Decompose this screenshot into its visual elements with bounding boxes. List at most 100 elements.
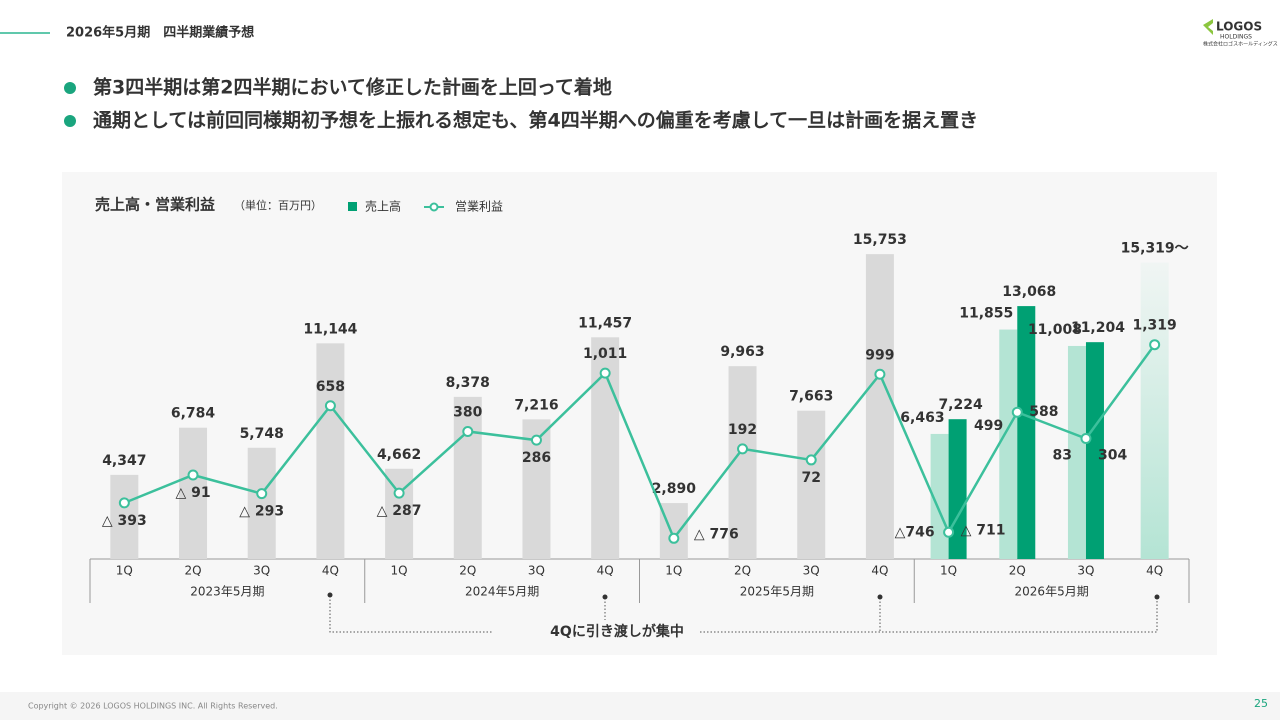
- bar: [1140, 262, 1169, 559]
- bullet-dot: [64, 115, 76, 127]
- dot: [877, 594, 883, 600]
- value-label: 4,347: [102, 453, 146, 469]
- value-label: 658: [316, 379, 345, 395]
- line-marker: [737, 443, 749, 455]
- x-tick-label: 1Q: [940, 564, 957, 578]
- bar: [1017, 306, 1036, 559]
- line-marker: [668, 532, 680, 544]
- bar: [179, 427, 208, 559]
- footer-band: [0, 692, 1280, 720]
- value-label: 83: [1052, 447, 1071, 463]
- bullet-dot: [64, 82, 76, 94]
- copyright: Copyright © 2026 LOGOS HOLDINGS INC. All…: [28, 702, 278, 711]
- group-label: 2026年5月期: [1015, 585, 1089, 599]
- value-label: 588: [1029, 404, 1058, 420]
- annotation-bracket: [329, 596, 1158, 633]
- value-label: △ 711: [961, 522, 1006, 538]
- page-number: 25: [1254, 697, 1268, 710]
- bullet: 第3四半期は第2四半期において修正した計画を上回って着地: [93, 76, 612, 99]
- x-tick-label: 1Q: [665, 564, 682, 578]
- line: [123, 343, 1156, 541]
- value-label: 499: [974, 418, 1003, 434]
- bar: [110, 474, 139, 559]
- legend-swatch: [348, 202, 357, 211]
- value-label: 7,216: [514, 397, 558, 413]
- bar: [247, 447, 276, 559]
- value-label: 15,753: [853, 232, 907, 248]
- value-label: 1,011: [583, 346, 627, 362]
- line-marker: [187, 469, 199, 481]
- line-marker: [874, 368, 886, 380]
- bar: [1067, 345, 1086, 559]
- legend-label: 営業利益: [455, 200, 503, 214]
- value-label: 72: [801, 470, 820, 486]
- line-marker: [805, 454, 817, 466]
- logo-company: 株式会社ロゴスホールディングス: [1203, 41, 1278, 48]
- x-tick-label: 4Q: [871, 564, 888, 578]
- bar: [1085, 342, 1104, 559]
- value-label: 304: [1098, 447, 1127, 463]
- line-marker: [943, 526, 955, 538]
- x-tick-label: 3Q: [803, 564, 820, 578]
- group-label: 2023年5月期: [190, 585, 264, 599]
- chart-unit: （単位：百万円）: [234, 198, 322, 212]
- dot: [1154, 594, 1160, 600]
- x-tick-label: 2Q: [734, 564, 751, 578]
- group-label: 2024年5月期: [465, 585, 539, 599]
- chart-title: 売上高・営業利益: [95, 196, 215, 214]
- line-marker: [1011, 406, 1023, 418]
- x-tick-label: 4Q: [1146, 564, 1163, 578]
- line-marker: [599, 367, 611, 379]
- x-tick-label: 1Q: [391, 564, 408, 578]
- logo-name: LOGOS: [1216, 20, 1262, 34]
- line-marker: [118, 497, 130, 509]
- x-tick-label: 2Q: [184, 564, 201, 578]
- x-tick-label: 4Q: [322, 564, 339, 578]
- x-tick-label: 3Q: [1077, 564, 1094, 578]
- value-label: 6,784: [171, 406, 216, 422]
- value-label: △ 393: [102, 513, 147, 529]
- value-label: 6,463: [900, 410, 944, 426]
- value-label: 13,068: [1002, 284, 1056, 300]
- value-label: △ 91: [175, 485, 210, 501]
- value-label: △ 287: [377, 503, 422, 519]
- value-label: 11,144: [303, 321, 357, 337]
- annotation: 4Qに引き渡しが集中: [550, 623, 684, 640]
- bullet: 通期としては前回同様期初予想を上振れる想定も、第4四半期への偏重を考慮して一旦は…: [93, 109, 978, 132]
- dot: [602, 594, 608, 600]
- logo-sub: HOLDINGS: [1220, 34, 1252, 41]
- value-label: 5,748: [240, 426, 284, 442]
- dot: [327, 592, 333, 598]
- line-marker: [1149, 339, 1161, 351]
- value-label: 7,224: [938, 397, 983, 413]
- x-tick-label: 2Q: [459, 564, 476, 578]
- value-label: 2,890: [652, 481, 697, 497]
- bar: [659, 503, 688, 559]
- value-label: 11,008: [1028, 322, 1082, 338]
- bracket-dots: [327, 592, 1160, 600]
- bar: [999, 329, 1018, 559]
- value-label: 9,963: [720, 344, 764, 360]
- value-label: 192: [728, 422, 757, 438]
- bar: [930, 433, 949, 559]
- line-marker: [324, 400, 336, 412]
- value-label: 8,378: [446, 375, 490, 391]
- value-label: 15,319〜: [1121, 241, 1189, 257]
- x-tick-label: 2Q: [1009, 564, 1026, 578]
- x-tick-label: 4Q: [597, 564, 614, 578]
- line-marker: [393, 487, 405, 499]
- bar: [453, 396, 482, 559]
- x-tick-label: 3Q: [253, 564, 270, 578]
- line-marker: [530, 434, 542, 446]
- logo-mark: [1203, 19, 1213, 35]
- x-tick-label: 1Q: [116, 564, 133, 578]
- value-label: 11,204: [1071, 320, 1125, 336]
- bar: [865, 254, 894, 559]
- bracket-lines: [329, 596, 1158, 633]
- legend-label: 売上高: [365, 199, 401, 214]
- value-label: 11,855: [959, 306, 1013, 322]
- value-label: △746: [895, 524, 935, 540]
- line-marker: [462, 425, 474, 437]
- value-label: 380: [453, 404, 482, 420]
